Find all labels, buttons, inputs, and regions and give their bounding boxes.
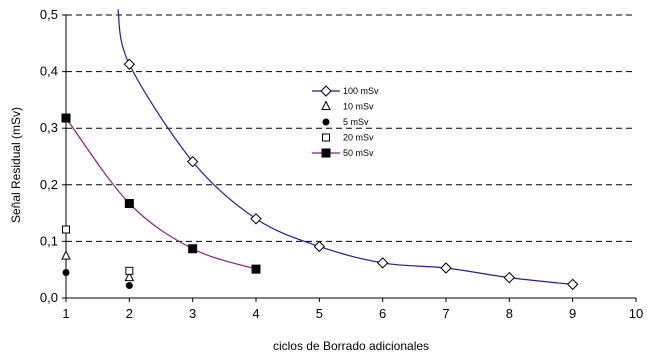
data-point-series-2 <box>125 282 133 290</box>
data-point-series-4 <box>124 198 134 208</box>
x-tick-label: 1 <box>62 306 69 321</box>
data-point-series-0 <box>186 155 199 168</box>
x-tick-label: 7 <box>442 306 449 321</box>
y-tick-label: 0,4 <box>40 64 58 79</box>
x-tick-label: 2 <box>126 306 133 321</box>
y-tick-label: 0,3 <box>40 120 58 135</box>
data-point-series-3 <box>62 225 70 234</box>
legend-marker-1 <box>321 100 331 110</box>
data-point-series-4 <box>188 244 198 254</box>
series-layer <box>61 9 579 291</box>
legend-marker-3 <box>322 133 330 142</box>
axes: 0,0 0,1 0,2 0,3 0,4 0,5 1 2 3 4 5 6 7 8 9 10 <box>40 7 643 321</box>
x-tick-label: 9 <box>569 306 576 321</box>
data-point-series-3 <box>125 266 134 275</box>
series-line-0 <box>117 9 573 286</box>
legend-label-4: 50 mSv <box>343 148 374 158</box>
data-point-series-0 <box>313 240 326 253</box>
x-tick-label: 3 <box>189 306 196 321</box>
x-tick-label: 5 <box>316 306 323 321</box>
y-axis-title: Señal Residual (mSv) <box>9 107 23 223</box>
x-tick-label: 4 <box>252 306 259 321</box>
legend: 100 mSv 10 mSv 5 mSv 20 mSv 50 mSv <box>312 85 379 158</box>
legend-marker-0 <box>320 85 332 97</box>
gridlines <box>66 14 636 242</box>
data-point-series-0 <box>376 257 389 269</box>
data-point-series-0 <box>566 278 579 291</box>
data-point-series-0 <box>250 213 262 225</box>
legend-marker-2 <box>322 118 330 126</box>
data-point-series-0 <box>440 262 452 274</box>
legend-label-3: 20 mSv <box>343 133 374 143</box>
data-point-series-0 <box>503 271 516 284</box>
series-line-4 <box>65 117 257 270</box>
y-tick-label: 0,1 <box>40 233 58 248</box>
x-tick-label: 10 <box>629 306 643 321</box>
legend-marker-4 <box>321 148 331 158</box>
legend-label-0: 100 mSv <box>343 86 379 96</box>
y-tick-label: 0,5 <box>40 7 58 22</box>
data-point-series-1 <box>124 271 135 282</box>
legend-label-1: 10 mSv <box>343 102 374 112</box>
data-point-series-2 <box>62 269 70 277</box>
data-point-series-4 <box>61 113 71 123</box>
legend-label-2: 5 mSv <box>343 117 369 127</box>
data-point-series-1 <box>61 249 71 260</box>
y-tick-label: 0,2 <box>40 177 58 192</box>
x-tick-label: 8 <box>506 306 513 321</box>
y-tick-label: 0,0 <box>40 290 58 305</box>
x-axis-title: ciclos de Borrado adicionales <box>273 339 429 353</box>
x-tick-label: 6 <box>379 306 386 321</box>
data-point-series-0 <box>123 58 136 70</box>
data-point-series-4 <box>251 264 261 274</box>
